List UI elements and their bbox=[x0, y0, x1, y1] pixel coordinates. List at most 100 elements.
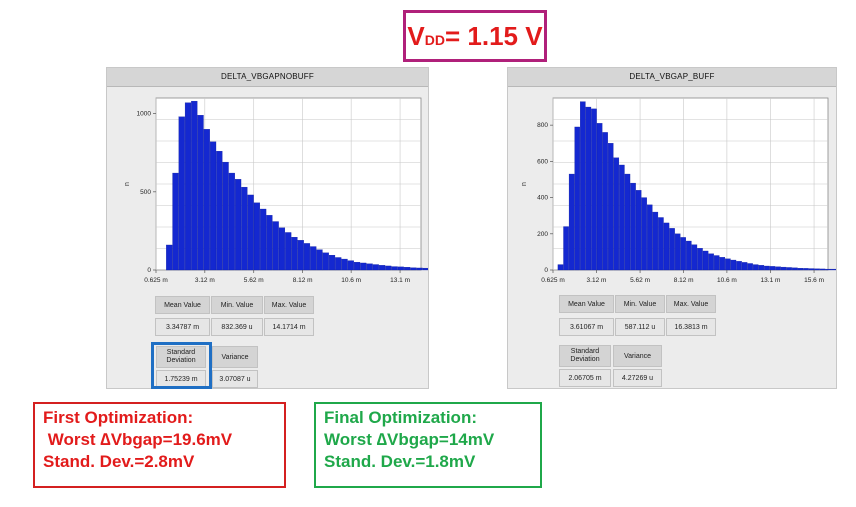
x-tick-label: 3.12 m bbox=[587, 277, 607, 284]
histogram-bar bbox=[680, 237, 686, 271]
histogram-bar bbox=[563, 226, 569, 271]
histogram-bar bbox=[172, 172, 179, 271]
histogram-bar bbox=[831, 268, 836, 271]
histogram-bar bbox=[272, 221, 279, 271]
histogram-bar bbox=[780, 266, 787, 271]
histogram-bar bbox=[697, 248, 703, 271]
histogram-bar bbox=[216, 151, 223, 271]
histogram-bar bbox=[303, 243, 311, 271]
max-value: 14.1714 m bbox=[264, 318, 314, 336]
histogram-bar bbox=[166, 244, 173, 271]
std-dev-value: 2.06705 m bbox=[559, 369, 611, 387]
histogram-bar bbox=[197, 115, 204, 271]
histogram-bar bbox=[619, 164, 625, 271]
histogram-bar bbox=[366, 263, 373, 271]
histogram-bar bbox=[602, 132, 608, 271]
final-optimization-note: Final Optimization: Worst ∆Vbgap=14mV St… bbox=[314, 402, 542, 488]
x-tick-label: 13.1 m bbox=[761, 277, 781, 284]
histogram-bar bbox=[310, 246, 317, 271]
histogram-bar bbox=[641, 197, 647, 271]
histogram-bar bbox=[635, 190, 642, 271]
histogram-bar bbox=[674, 233, 681, 271]
histogram-bar bbox=[416, 267, 423, 271]
histogram-bar bbox=[652, 211, 659, 271]
histogram-bar bbox=[792, 267, 798, 271]
variance-header: Variance bbox=[613, 345, 662, 367]
max-value-header: Max. Value bbox=[666, 295, 716, 313]
histogram-bar bbox=[422, 267, 428, 271]
histogram-bar bbox=[184, 102, 192, 271]
histogram-panel-buff: DELTA_VBGAP_BUFF 0 200 400 600 800 0.625 m 3.1… bbox=[507, 67, 837, 389]
histogram-bar bbox=[391, 266, 398, 271]
histogram-bar bbox=[341, 258, 348, 271]
y-tick-label: 400 bbox=[537, 195, 548, 202]
histogram-bar bbox=[379, 265, 386, 271]
histogram-bar bbox=[825, 268, 832, 271]
histogram-bar bbox=[819, 268, 826, 271]
histogram-bar bbox=[596, 123, 603, 271]
histogram-bar bbox=[178, 116, 185, 271]
histogram-chart-buff: 0 200 400 600 800 0.625 m 3.12 m 5.62 m 8.12 m 10… bbox=[521, 97, 836, 284]
histogram-bar bbox=[191, 100, 198, 271]
histogram-bar bbox=[797, 268, 804, 271]
std-dev-highlight-box bbox=[151, 342, 212, 389]
histogram-bar bbox=[360, 262, 367, 271]
histogram-bar bbox=[669, 228, 675, 271]
histogram-bar bbox=[758, 265, 765, 271]
histogram-bar bbox=[708, 253, 714, 271]
y-axis-label: n bbox=[521, 182, 528, 186]
x-tick-label: 0.625 m bbox=[144, 277, 168, 284]
std-dev-header: Standard Deviation bbox=[559, 345, 611, 367]
histogram-bar bbox=[203, 129, 210, 271]
histogram-bar bbox=[574, 126, 580, 271]
note-title: Final Optimization: bbox=[324, 408, 477, 427]
histogram-bar bbox=[613, 157, 620, 271]
histogram-bar bbox=[647, 204, 653, 271]
histogram-bar bbox=[228, 172, 235, 271]
histogram-bar bbox=[397, 266, 404, 271]
x-tick-label: 10.6 m bbox=[341, 277, 361, 284]
histogram-bar bbox=[568, 173, 575, 271]
histogram-bar bbox=[775, 266, 781, 271]
mean-value: 3.61067 m bbox=[559, 318, 614, 336]
histogram-bar bbox=[630, 182, 636, 271]
histogram-bar bbox=[713, 255, 720, 271]
histogram-bar bbox=[297, 240, 304, 271]
std-dev-header: Standard Deviation bbox=[156, 346, 206, 368]
first-optimization-note: First Optimization: Worst ∆Vbgap=19.6mV … bbox=[33, 402, 286, 488]
y-tick-label: 600 bbox=[537, 158, 548, 165]
x-tick-label: 3.12 m bbox=[195, 277, 215, 284]
note-title: First Optimization: bbox=[43, 408, 194, 427]
histogram-bar bbox=[580, 101, 586, 271]
histogram-bar bbox=[786, 267, 792, 271]
histogram-bar bbox=[808, 268, 815, 271]
histogram-bar bbox=[557, 264, 564, 271]
histogram-bar bbox=[769, 266, 776, 271]
x-tick-label: 5.62 m bbox=[630, 277, 650, 284]
panel-title: DELTA_VBGAPNOBUFF bbox=[107, 68, 428, 87]
x-tick-label: 8.12 m bbox=[293, 277, 313, 284]
x-tick-label: 15.6 m bbox=[804, 277, 824, 284]
vdd-value: = 1.15 V bbox=[445, 20, 543, 51]
y-tick-label: 200 bbox=[537, 231, 548, 238]
y-tick-label: 1000 bbox=[137, 111, 152, 118]
histogram-bar bbox=[607, 143, 614, 271]
histogram-bar bbox=[235, 179, 242, 271]
histogram-bar bbox=[404, 267, 411, 271]
x-tick-label: 8.12 m bbox=[674, 277, 694, 284]
histogram-bar bbox=[725, 258, 731, 271]
vdd-label: V DD = 1.15 V bbox=[403, 10, 547, 62]
histogram-bar bbox=[222, 161, 229, 271]
histogram-bar bbox=[624, 173, 631, 271]
histogram-bar bbox=[585, 106, 592, 271]
panel-title: DELTA_VBGAP_BUFF bbox=[508, 68, 836, 87]
histogram-bar bbox=[260, 208, 267, 271]
histogram-bar bbox=[730, 259, 737, 271]
histogram-chart-nobuff: 0 500 1000 0.625 m 3.12 m 5.62 m 8.12 m 10.6 m 1… bbox=[124, 97, 428, 284]
max-value: 16.3813 m bbox=[666, 318, 716, 336]
x-tick-label: 5.62 m bbox=[244, 277, 264, 284]
vdd-subscript: DD bbox=[424, 32, 445, 48]
max-value-header: Max. Value bbox=[264, 296, 314, 314]
mean-value-header: Mean Value bbox=[559, 295, 614, 313]
histogram-bar bbox=[335, 257, 342, 271]
